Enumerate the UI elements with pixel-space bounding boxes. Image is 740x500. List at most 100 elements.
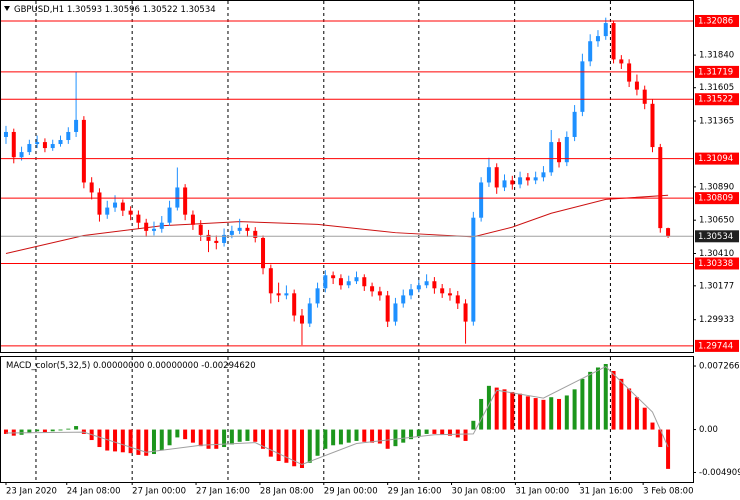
macd-bar [74, 426, 79, 430]
macd-bar [385, 429, 390, 449]
candle-body [354, 277, 359, 282]
candle-body [385, 295, 390, 322]
candle-body [650, 103, 655, 148]
candle-body [541, 172, 546, 178]
candle-body [151, 228, 156, 231]
macd-bar [595, 367, 600, 430]
candle-body [167, 207, 172, 223]
level-label-bg [695, 192, 739, 205]
macd-frame [0, 356, 694, 483]
candle-body [206, 234, 211, 241]
candle-body [595, 36, 600, 42]
candle-body [603, 23, 608, 37]
main-frame [0, 0, 694, 353]
macd-bar [416, 429, 421, 437]
candle-body [533, 177, 538, 181]
y-tick-label: 1.31840 [699, 51, 734, 61]
macd-bar [237, 429, 242, 442]
candle-body [346, 281, 351, 286]
candle-body [237, 227, 242, 231]
macd-bar [346, 429, 351, 443]
candle-body [19, 152, 24, 158]
macd-bar [66, 428, 71, 430]
x-tick-label: 29 Jan 00:00 [324, 487, 378, 497]
candle-body [323, 275, 328, 289]
candle-body [447, 293, 452, 296]
macd-bar [3, 429, 8, 434]
candle-body [198, 224, 203, 235]
candle-body [432, 281, 437, 289]
candle-body [97, 192, 102, 215]
macd-bar [120, 429, 125, 453]
candle-body [486, 167, 491, 183]
candle-body [315, 288, 320, 304]
candle-body [42, 142, 47, 149]
last-low: 1.30522 [143, 5, 178, 15]
candle-body [222, 234, 227, 243]
macd-bar [619, 378, 624, 430]
candle-body [440, 288, 445, 294]
candle-body [136, 214, 141, 223]
candle-body [268, 268, 273, 294]
candle-body [463, 303, 468, 322]
macd-bar [494, 387, 499, 430]
macd-bar [354, 429, 359, 441]
macd-bar [307, 429, 312, 463]
level-label: 1.29744 [698, 341, 733, 351]
candle-body [229, 230, 234, 235]
candle-body [572, 111, 577, 137]
x-tick-label: 30 Jan 08:00 [452, 487, 506, 497]
macd-bar [299, 429, 304, 469]
macd-bar [564, 395, 569, 430]
macd-bar [206, 429, 211, 449]
moving-average [5, 194, 669, 254]
macd-bar [35, 429, 40, 432]
x-tick-label: 31 Jan 16:00 [579, 487, 633, 497]
candle-body [120, 202, 125, 211]
y-tick-label: 1.30177 [699, 281, 734, 291]
macd-bar [198, 429, 203, 447]
candle-body [144, 222, 149, 231]
level-label: 1.30809 [698, 194, 733, 204]
candle-body [611, 23, 616, 60]
macd-bar [471, 420, 476, 430]
candle-body [159, 222, 164, 229]
macd-bar [151, 429, 156, 455]
x-tick-label: 24 Jan 08:00 [67, 487, 121, 497]
macd-bar [42, 429, 47, 433]
candle-body [525, 177, 530, 181]
macd-bar [167, 429, 172, 446]
x-tick-label: 23 Jan 2020 [6, 487, 57, 497]
macd-bar [658, 429, 663, 448]
macd-bar [401, 429, 406, 443]
macd-bar [486, 385, 491, 430]
candle-body [175, 187, 180, 208]
macd-bar [190, 429, 195, 443]
macd-bar [331, 429, 336, 446]
candle-body [401, 295, 406, 304]
last-high: 1.30596 [105, 5, 140, 15]
level-label: 1.31094 [698, 154, 733, 164]
macd-bar [424, 429, 429, 434]
macd-bar [634, 397, 639, 430]
macd-bar [19, 429, 24, 435]
macd-bar [627, 388, 632, 430]
candle-body [190, 214, 195, 225]
y-tick-label: 1.30890 [699, 182, 734, 192]
current-price-label: 1.30534 [698, 232, 733, 242]
candle-body [564, 136, 569, 163]
macd-bar [479, 398, 484, 430]
x-tick-label: 27 Jan 00:00 [132, 487, 186, 497]
y-tick-label: 1.31605 [699, 83, 734, 93]
macd-bar [541, 399, 546, 430]
candle-body [658, 147, 663, 229]
candle-body [642, 89, 647, 104]
collapse-icon [4, 6, 10, 11]
macd-bar [611, 370, 616, 430]
level-label-bg [695, 14, 739, 27]
macd-bar [377, 429, 382, 444]
candle-body [393, 303, 398, 322]
level-label-bg [695, 152, 739, 165]
candle-body [105, 207, 110, 215]
macd-bar [525, 396, 530, 430]
